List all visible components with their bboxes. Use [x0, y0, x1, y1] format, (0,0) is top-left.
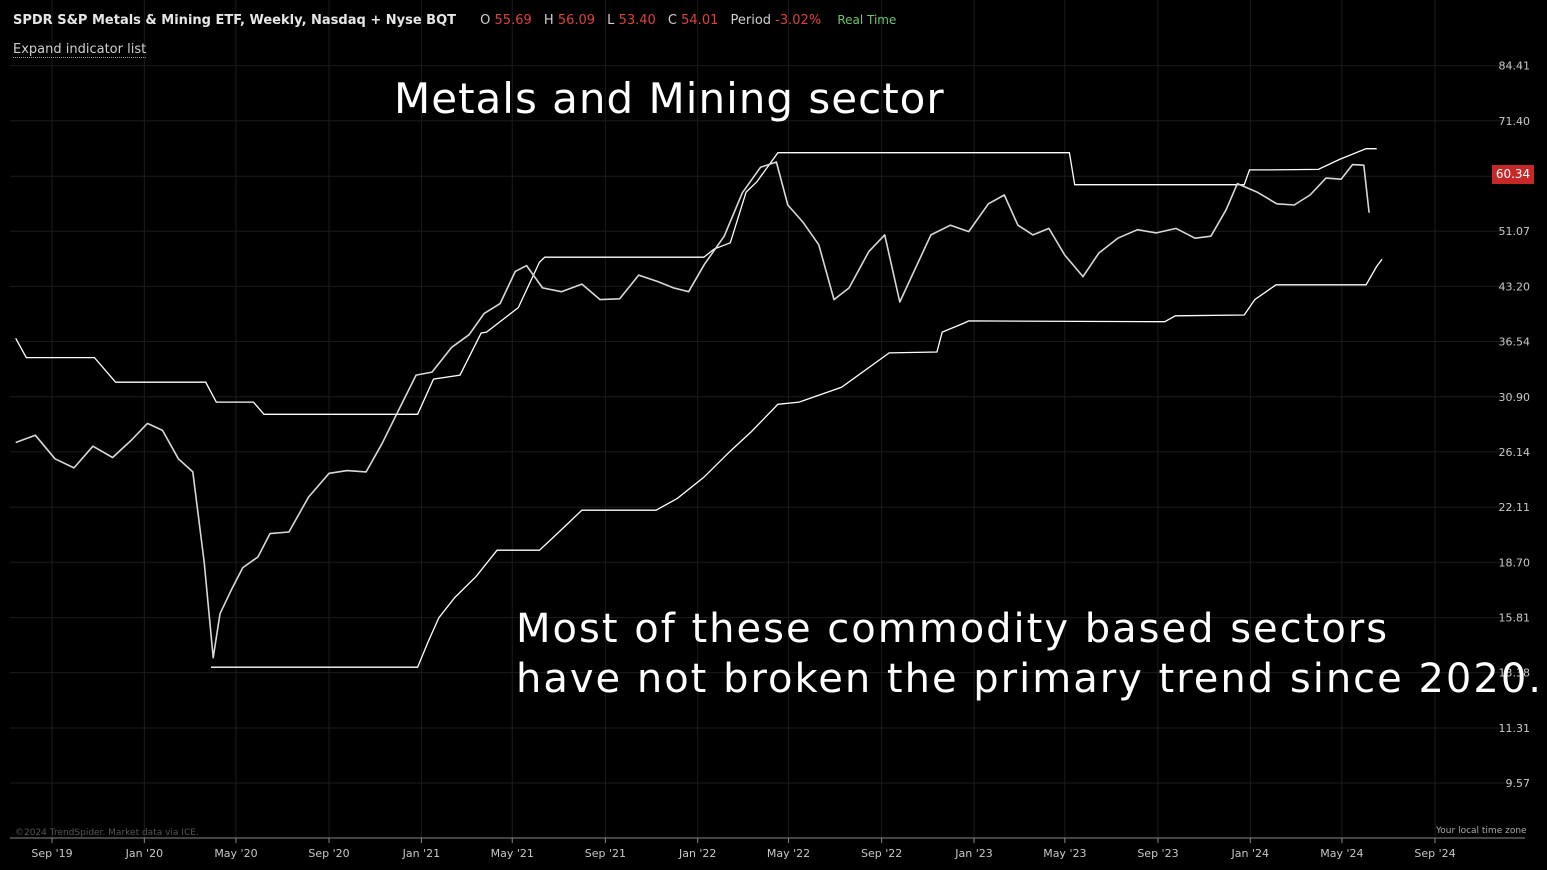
y-tick-label: 71.40	[1499, 115, 1531, 128]
x-tick-label: May '21	[491, 847, 534, 860]
x-axis[interactable]: Sep '19 Jan '20 May '20 Sep '20 Jan '21 May '…	[31, 838, 1456, 860]
y-tick-label: 9.57	[1506, 777, 1531, 790]
x-tick-label: Sep '23	[1137, 847, 1178, 860]
x-tick-label: Sep '22	[861, 847, 902, 860]
y-tick-label: 18.70	[1499, 556, 1531, 569]
y-tick-label: 84.41	[1499, 60, 1531, 73]
close-label: C	[667, 13, 677, 28]
x-tick-label: Sep '20	[308, 847, 349, 860]
open-label: O	[480, 13, 491, 28]
x-tick-label: Jan '22	[678, 847, 716, 860]
x-tick-label: Sep '21	[585, 847, 626, 860]
high-label: H	[543, 13, 554, 28]
symbol-title[interactable]: SPDR S&P Metals & Mining ETF, Weekly, Na…	[13, 13, 457, 28]
trend-bands	[15, 148, 1383, 668]
x-tick-label: Sep '19	[31, 847, 72, 860]
lower-band-line	[15, 148, 1377, 415]
x-tick-label: Jan '20	[125, 847, 163, 860]
copyright-text: ©2024 TrendSpider. Market data via ICE.	[15, 828, 199, 838]
y-tick-label: 22.11	[1499, 501, 1531, 514]
annotation-note: Most of these commodity based sectors ha…	[516, 604, 1543, 704]
upper-band-line	[211, 258, 1383, 668]
period-value: -3.02%	[775, 13, 822, 28]
y-tick-label: 36.54	[1499, 336, 1531, 349]
x-tick-label: Sep '24	[1414, 847, 1455, 860]
open-value: 55.69	[494, 13, 532, 28]
chart-grid	[10, 0, 1525, 838]
y-axis: 84.41 71.40 51.07 43.20 36.54 30.90 26.14 22.11…	[1499, 60, 1531, 790]
close-value: 54.01	[681, 13, 719, 28]
x-tick-label: May '22	[767, 847, 810, 860]
high-value: 56.09	[557, 13, 596, 28]
expand-indicator-list-link[interactable]: Expand indicator list	[13, 42, 147, 58]
x-tick-label: May '23	[1043, 847, 1086, 860]
annotation-note-line-2: have not broken the primary trend since …	[516, 656, 1543, 702]
y-tick-label: 26.14	[1499, 446, 1531, 459]
annotation-note-line-1: Most of these commodity based sectors	[516, 606, 1390, 652]
y-tick-label: 13.38	[1499, 667, 1531, 680]
annotation-title: Metals and Mining sector	[394, 74, 945, 123]
period-label: Period	[730, 13, 772, 28]
y-tick-label: 51.07	[1499, 225, 1531, 238]
low-value: 53.40	[618, 13, 656, 28]
y-tick-label: 43.20	[1499, 280, 1531, 293]
y-tick-label: 30.90	[1499, 391, 1531, 404]
timezone-label[interactable]: Your local time zone	[1436, 826, 1527, 836]
x-tick-label: Jan '24	[1231, 847, 1269, 860]
price-series	[15, 161, 1370, 659]
y-tick-label: 11.31	[1499, 722, 1531, 735]
price-line	[15, 161, 1370, 659]
x-tick-label: Jan '21	[402, 847, 440, 860]
x-tick-label: May '24	[1320, 847, 1363, 860]
chart-header: SPDR S&P Metals & Mining ETF, Weekly, Na…	[13, 13, 896, 28]
x-tick-label: May '20	[214, 847, 257, 860]
current-price-badge: 60.34	[1492, 165, 1534, 184]
low-label: L	[607, 13, 615, 28]
x-tick-label: Jan '23	[954, 847, 992, 860]
y-tick-label: 15.81	[1499, 612, 1531, 625]
realtime-badge: Real Time	[837, 13, 897, 27]
